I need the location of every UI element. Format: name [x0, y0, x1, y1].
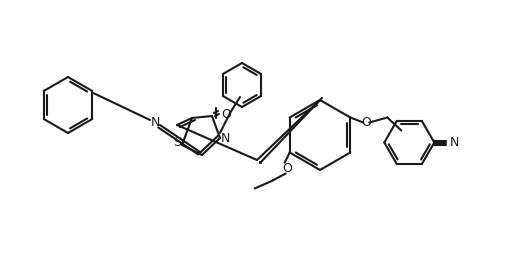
Text: O: O — [362, 116, 371, 129]
Text: O: O — [282, 162, 291, 175]
Text: N: N — [220, 132, 230, 145]
Text: N: N — [150, 115, 160, 128]
Text: O: O — [221, 107, 231, 120]
Text: N: N — [450, 136, 459, 149]
Text: S: S — [173, 135, 181, 148]
